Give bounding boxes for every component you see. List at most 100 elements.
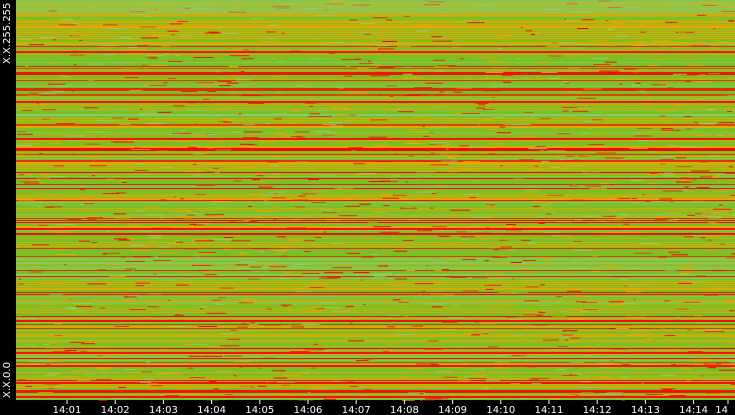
heat-row xyxy=(16,86,735,87)
heat-row xyxy=(16,384,735,385)
heat-speck xyxy=(359,317,375,319)
heat-speck xyxy=(635,334,642,336)
heat-speck xyxy=(660,374,676,376)
heat-speck xyxy=(189,223,197,225)
heat-speck xyxy=(166,305,170,306)
heat-speck xyxy=(133,256,151,258)
heat-speck xyxy=(621,158,626,160)
heat-speck xyxy=(239,261,255,263)
heatmap-area[interactable] xyxy=(16,0,735,401)
heat-row xyxy=(16,328,735,329)
heat-speck xyxy=(22,9,26,11)
heat-speck xyxy=(549,398,561,400)
heat-speck xyxy=(589,128,592,130)
heat-speck xyxy=(714,191,726,192)
heat-row xyxy=(16,8,735,9)
heat-row xyxy=(16,108,735,109)
heat-speck xyxy=(687,214,695,216)
heat-speck xyxy=(215,149,232,151)
heat-speck xyxy=(269,266,287,268)
heat-speck xyxy=(445,125,448,127)
heat-speck xyxy=(277,246,293,248)
heat-speck xyxy=(156,32,165,34)
heat-speck xyxy=(352,150,356,152)
heat-speck xyxy=(628,284,635,286)
heat-speck xyxy=(192,255,201,257)
heat-speck xyxy=(668,251,681,253)
heat-speck xyxy=(25,262,44,264)
heat-speck xyxy=(229,92,238,94)
heat-speck xyxy=(68,177,81,179)
heat-speck xyxy=(553,350,560,352)
heat-speck xyxy=(639,90,645,92)
heat-speck xyxy=(448,156,455,158)
heat-speck xyxy=(38,93,56,95)
heat-speck xyxy=(242,299,258,300)
heat-speck xyxy=(590,270,601,272)
heat-speck xyxy=(125,268,136,270)
heat-speck xyxy=(135,210,145,212)
heat-row xyxy=(16,72,735,74)
heat-speck xyxy=(97,400,107,401)
heat-speck xyxy=(157,111,172,113)
heat-row xyxy=(16,22,735,23)
heat-speck xyxy=(572,222,587,224)
x-axis-tick-label: 14:13 xyxy=(631,405,660,415)
heat-speck xyxy=(441,159,451,161)
heat-speck xyxy=(44,374,57,376)
heat-speck xyxy=(206,399,219,401)
heat-speck xyxy=(733,21,735,23)
heat-speck xyxy=(248,193,265,195)
heat-row xyxy=(16,30,735,31)
heat-speck xyxy=(395,330,415,332)
heat-speck xyxy=(618,213,629,215)
heat-speck xyxy=(661,129,681,131)
heat-speck xyxy=(149,388,156,390)
heat-speck xyxy=(226,82,239,84)
heat-speck xyxy=(462,239,469,241)
heat-speck xyxy=(599,70,620,72)
heat-speck xyxy=(641,24,645,26)
heat-speck xyxy=(275,7,290,9)
heat-speck xyxy=(294,291,313,293)
heat-speck xyxy=(562,330,578,332)
heat-speck xyxy=(565,83,570,84)
heat-speck xyxy=(608,148,613,150)
heat-speck xyxy=(724,172,735,174)
heat-speck xyxy=(60,181,75,183)
heat-speck xyxy=(392,299,401,301)
heat-speck xyxy=(401,399,415,401)
heat-speck xyxy=(354,195,364,197)
heat-speck xyxy=(26,389,32,391)
heat-speck xyxy=(607,232,626,233)
heat-speck xyxy=(636,127,652,129)
heat-speck xyxy=(505,229,522,231)
heat-speck xyxy=(171,34,175,36)
heat-speck xyxy=(604,61,617,63)
heat-speck xyxy=(518,136,537,138)
heat-speck xyxy=(174,54,181,56)
heat-speck xyxy=(606,267,618,269)
heat-speck xyxy=(70,22,79,24)
heat-speck xyxy=(541,9,557,10)
heat-speck xyxy=(473,4,492,6)
heat-speck xyxy=(502,322,508,324)
heat-speck xyxy=(122,67,140,69)
heat-speck xyxy=(558,168,569,170)
heat-row xyxy=(16,124,735,126)
y-axis-top-label: X.X.255.255 xyxy=(2,3,13,64)
heat-speck xyxy=(243,124,255,126)
heat-speck xyxy=(49,294,63,296)
heat-speck xyxy=(180,37,196,39)
heat-speck xyxy=(339,165,351,167)
heat-speck xyxy=(610,348,629,350)
heat-speck xyxy=(378,48,395,50)
heat-speck xyxy=(264,20,270,22)
heat-speck xyxy=(480,323,497,325)
heat-speck xyxy=(728,341,735,343)
heat-speck xyxy=(368,136,387,138)
heat-speck xyxy=(226,350,234,352)
heat-speck xyxy=(612,23,626,25)
heat-speck xyxy=(569,185,578,187)
heat-speck xyxy=(556,369,566,370)
